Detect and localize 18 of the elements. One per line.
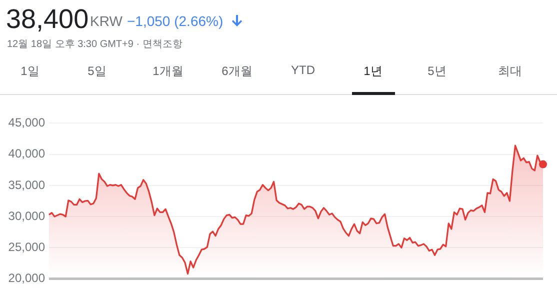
text: 12월 18일 오후 3:30 GMT+9 · 면책조항 [7,38,182,51]
text: 1년 [364,63,382,80]
text: KRW [90,13,122,29]
text: −1,050 (2.66%) [127,13,224,29]
text: YTD [291,63,315,77]
text: 1일 [20,63,40,80]
text: 6개월 [222,63,252,80]
y-tick-label: 35,000 [8,178,46,192]
text: 최대 [498,63,522,80]
text: 5년 [428,63,446,80]
y-tick-label: 20,000 [8,271,46,286]
text: 1개월 [152,63,184,80]
text: 5일 [88,63,106,80]
y-tick-label: 45,000 [8,116,46,130]
chart-title: 38,400 [6,4,89,35]
y-tick-label: 30,000 [8,208,46,223]
y-tick-label: 40,000 [8,146,46,161]
y-tick-label: 25,000 [8,240,46,254]
